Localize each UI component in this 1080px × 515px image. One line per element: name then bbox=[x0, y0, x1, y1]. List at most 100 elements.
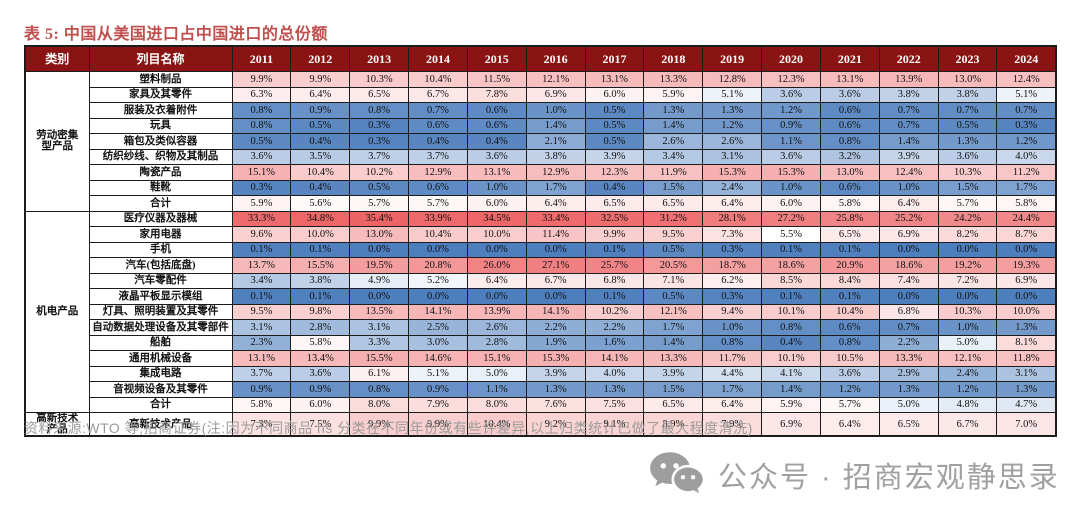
value-cell: 2.8% bbox=[290, 319, 351, 336]
value-cell: 6.5% bbox=[349, 86, 410, 103]
value-cell: 8.0% bbox=[466, 396, 527, 413]
value-cell: 3.6% bbox=[290, 365, 351, 382]
value-cell: 8.4% bbox=[819, 272, 880, 289]
table-row: 玩具 0.8% 0.5% 0.3% 0.6% 0.6% 1.4% 0.5% 1.4% 1.2% 0.… bbox=[25, 117, 1057, 134]
value-cell: 0.7% bbox=[996, 102, 1057, 119]
value-cell: 5.8% bbox=[231, 396, 292, 413]
value-cell: 1.3% bbox=[996, 319, 1057, 336]
value-cell: 0.1% bbox=[290, 241, 351, 258]
item-label-cell: 鞋靴 bbox=[88, 179, 233, 196]
value-cell: 13.9% bbox=[878, 71, 939, 88]
value-cell: 4.0% bbox=[996, 148, 1057, 165]
value-cell: 12.1% bbox=[525, 71, 586, 88]
value-cell: 0.3% bbox=[996, 117, 1057, 134]
value-cell: 6.8% bbox=[878, 303, 939, 320]
value-cell: 13.3% bbox=[643, 71, 704, 88]
value-cell: 1.3% bbox=[996, 381, 1057, 398]
value-cell: 0.0% bbox=[996, 241, 1057, 258]
value-cell: 4.9% bbox=[349, 272, 410, 289]
value-cell: 7.5% bbox=[290, 412, 351, 437]
value-cell: 10.4% bbox=[408, 71, 468, 88]
value-cell: 7.8% bbox=[466, 86, 527, 103]
value-cell: 0.1% bbox=[819, 288, 880, 305]
table-row: 纺织纱线、织物及其制品 3.6% 3.5% 3.7% 3.7% 3.6% 3.8% 3.9% 3… bbox=[25, 148, 1057, 165]
value-cell: 0.6% bbox=[408, 117, 468, 134]
value-cell: 6.7% bbox=[525, 272, 586, 289]
value-cell: 34.5% bbox=[466, 210, 527, 227]
value-cell: 0.5% bbox=[584, 117, 645, 134]
value-cell: 3.9% bbox=[643, 365, 704, 382]
watermark-text: 公众号 · 招商宏观静思录 bbox=[718, 462, 1060, 494]
value-cell: 0.0% bbox=[408, 241, 468, 258]
value-cell: 8.0% bbox=[349, 396, 410, 413]
value-cell: 0.1% bbox=[584, 241, 645, 258]
value-cell: 0.9% bbox=[290, 102, 351, 119]
value-cell: 3.1% bbox=[702, 148, 763, 165]
column-header-year: 2016 bbox=[525, 45, 586, 72]
table-row: 集成电路 3.7% 3.6% 6.1% 5.1% 5.0% 3.9% 4.0% 3.9% 4.4%… bbox=[25, 365, 1057, 382]
value-cell: 1.3% bbox=[702, 102, 763, 119]
value-cell: 8.1% bbox=[996, 334, 1057, 351]
value-cell: 1.7% bbox=[643, 319, 704, 336]
value-cell: 1.3% bbox=[937, 133, 998, 150]
value-cell: 3.2% bbox=[819, 148, 880, 165]
value-cell: 0.9% bbox=[408, 381, 468, 398]
value-cell: 0.0% bbox=[349, 241, 410, 258]
value-cell: 3.5% bbox=[290, 148, 351, 165]
value-cell: 0.4% bbox=[584, 179, 645, 196]
value-cell: 0.1% bbox=[584, 288, 645, 305]
value-cell: 0.7% bbox=[878, 319, 939, 336]
value-cell: 3.6% bbox=[466, 148, 527, 165]
value-cell: 8.7% bbox=[996, 226, 1057, 243]
table-row: 劳动密集 型产品 塑料制品 9.9% 9.9% 10.3% 10.4% 11.5% 12.1% 1… bbox=[24, 71, 1057, 212]
value-cell: 2.3% bbox=[231, 334, 292, 351]
value-cell: 5.2% bbox=[408, 272, 468, 289]
value-cell: 1.2% bbox=[937, 381, 998, 398]
table-body: 劳动密集 型产品 塑料制品 9.9% 9.9% 10.3% 10.4% 11.5% 12.1% 1… bbox=[24, 71, 1057, 437]
value-cell: 7.5% bbox=[584, 396, 645, 413]
value-cell: 1.0% bbox=[702, 319, 763, 336]
value-cell: 4.0% bbox=[584, 365, 645, 382]
value-cell: 3.3% bbox=[349, 334, 410, 351]
value-cell: 0.0% bbox=[525, 288, 586, 305]
value-cell: 3.7% bbox=[408, 148, 468, 165]
value-cell: 1.0% bbox=[525, 102, 586, 119]
value-cell: 14.1% bbox=[584, 350, 645, 367]
value-cell: 12.3% bbox=[584, 164, 645, 181]
value-cell: 6.4% bbox=[702, 396, 763, 413]
value-cell: 0.5% bbox=[290, 117, 351, 134]
value-cell: 10.1% bbox=[761, 303, 821, 320]
value-cell: 0.4% bbox=[290, 133, 351, 150]
value-cell: 0.7% bbox=[937, 102, 998, 119]
value-cell: 6.0% bbox=[761, 195, 821, 212]
value-cell: 3.4% bbox=[231, 272, 292, 289]
value-cell: 0.6% bbox=[408, 179, 468, 196]
value-cell: 7.3% bbox=[702, 226, 763, 243]
value-cell: 15.3% bbox=[761, 164, 821, 181]
value-cell: 13.1% bbox=[584, 71, 645, 88]
value-cell: 6.2% bbox=[702, 272, 763, 289]
value-cell: 6.0% bbox=[584, 86, 645, 103]
value-cell: 5.1% bbox=[408, 365, 468, 382]
value-cell: 13.7% bbox=[231, 257, 292, 274]
value-cell: 3.1% bbox=[996, 365, 1057, 382]
value-cell: 9.9% bbox=[584, 226, 645, 243]
value-cell: 12.1% bbox=[937, 350, 998, 367]
item-label-cell: 集成电路 bbox=[88, 365, 233, 382]
item-label-cell: 灯具、照明装置及其零件 bbox=[88, 303, 233, 320]
value-cell: 0.5% bbox=[937, 117, 998, 134]
value-cell: 11.7% bbox=[702, 350, 763, 367]
value-cell: 25.2% bbox=[878, 210, 939, 227]
value-cell: 0.7% bbox=[878, 102, 939, 119]
value-cell: 3.7% bbox=[231, 365, 292, 382]
value-cell: 6.7% bbox=[408, 86, 468, 103]
value-cell: 31.2% bbox=[643, 210, 704, 227]
value-cell: 0.1% bbox=[231, 241, 292, 258]
value-cell: 19.5% bbox=[349, 257, 410, 274]
value-cell: 6.1% bbox=[349, 365, 410, 382]
value-cell: 15.3% bbox=[702, 164, 763, 181]
item-label-cell: 汽车(包括底盘) bbox=[88, 257, 233, 274]
value-cell: 2.9% bbox=[878, 365, 939, 382]
value-cell: 15.3% bbox=[525, 350, 586, 367]
item-label-cell: 汽车零配件 bbox=[88, 272, 233, 289]
